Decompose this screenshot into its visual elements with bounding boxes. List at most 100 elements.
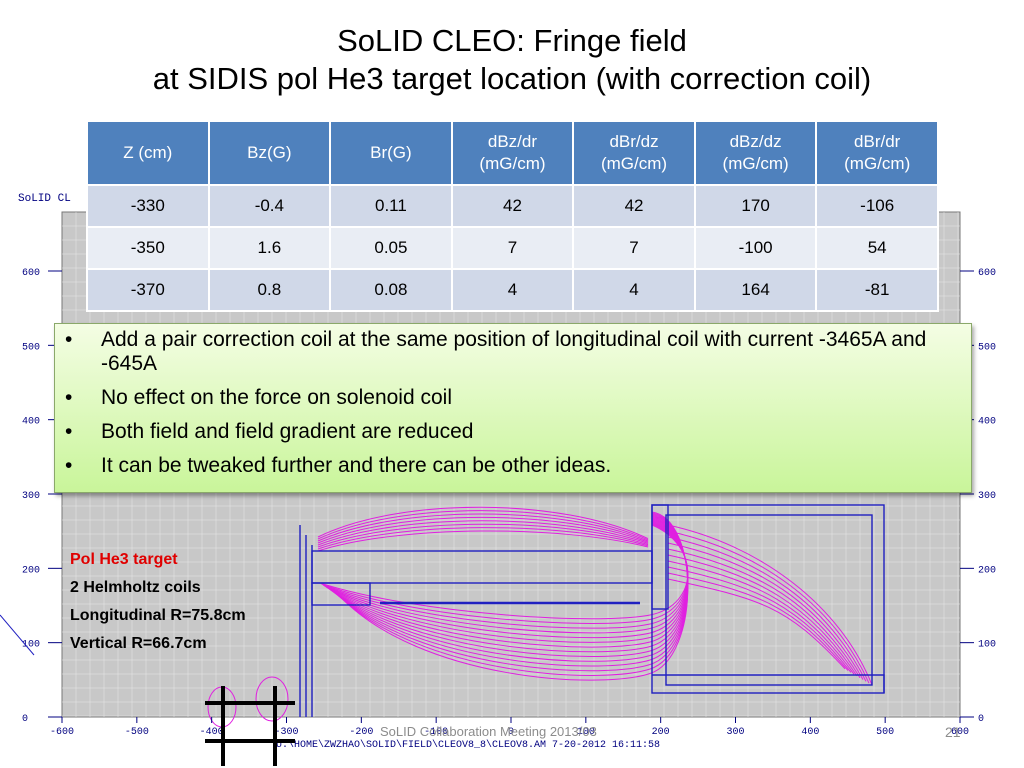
table-header-cell: dBr/dr (mG/cm): [815, 120, 939, 186]
field-line: [667, 572, 849, 671]
field-line: [667, 542, 864, 680]
table-header-cell: dBr/dz (mG/cm): [572, 120, 696, 186]
table-cell: 54: [815, 226, 939, 270]
table-header-cell: dBz/dz (mG/cm): [693, 120, 818, 186]
bullet-item: • Both field and field gradient are reduc…: [61, 420, 961, 444]
table-header-cell: Bz(G): [207, 120, 332, 186]
x-tick-label: 500: [876, 727, 894, 738]
fringe-field-table: Z (cm) Bz(G) Br(G) dBz/dr (mG/cm) dBr/dz (mG/c…: [86, 120, 939, 312]
bullet-item: • No effect on the force on solenoid coil: [61, 386, 961, 410]
bullet-glyph: •: [65, 328, 73, 351]
y-tick-label-right: 0: [978, 714, 984, 725]
bullet-glyph: •: [65, 420, 73, 443]
x-tick-label: 300: [726, 727, 744, 738]
x-tick-label: -200: [349, 727, 373, 738]
x-tick-label: -600: [50, 727, 74, 738]
bullet-text: Add a pair correction coil at the same p…: [101, 328, 927, 375]
table-cell: -370: [86, 268, 210, 312]
field-line: [317, 527, 649, 550]
x-tick-label: 600: [951, 727, 969, 738]
target-line-2: Longitudinal R=75.8cm: [70, 607, 246, 624]
y-tick-label-right: 600: [978, 268, 996, 279]
table-cell: 0.8: [207, 268, 332, 312]
field-line: [317, 513, 649, 542]
plot-decor-line: [0, 614, 35, 656]
header-text-line: dBr/dr: [854, 132, 901, 151]
bullet-text: It can be tweaked further and there can …: [101, 454, 612, 477]
table-cell: 0.08: [329, 268, 453, 312]
plot-header-label: SoLID CL: [18, 193, 71, 205]
table-cell: -350: [86, 226, 210, 270]
x-tick-label: 400: [801, 727, 819, 738]
table-row: -330 -0.4 0.11 42 42 170 -106: [86, 184, 939, 228]
x-tick-label: 0: [508, 727, 514, 738]
table-cell: 164: [693, 268, 818, 312]
field-line: [667, 578, 846, 670]
slide-title-line-2: at SIDIS pol He3 target location (with c…: [152, 61, 872, 96]
table-cell: 170: [693, 184, 818, 228]
table-header-cell: Z (cm): [86, 120, 210, 186]
table-header-cell: dBz/dr (mG/cm): [450, 120, 575, 186]
header-text-line: Br(G): [370, 143, 412, 162]
y-tick-label-left: 400: [22, 417, 40, 428]
header-text-line: (mG/cm): [722, 154, 789, 173]
field-lines: [207, 506, 873, 728]
x-tick-label: -500: [125, 727, 149, 738]
table-cell: 7: [572, 226, 696, 270]
x-tick-label: -400: [200, 727, 224, 738]
header-text-line: Bz(G): [247, 143, 292, 162]
table-header-row: Z (cm) Bz(G) Br(G) dBz/dr (mG/cm) dBr/dz (mG/c…: [86, 120, 939, 186]
table-cell: 42: [450, 184, 575, 228]
x-tick-label: 200: [652, 727, 670, 738]
field-line: [667, 548, 861, 679]
field-line: [667, 560, 855, 675]
table-cell: 0.05: [329, 226, 453, 270]
y-tick-label-left: 300: [22, 491, 40, 502]
y-tick-label-left: 0: [22, 714, 28, 725]
x-tick-label: 100: [577, 727, 595, 738]
target-heading: Pol He3 target: [70, 551, 178, 568]
bullet-glyph: •: [65, 454, 73, 477]
x-tick-label: -100: [424, 727, 448, 738]
header-text-line: Z (cm): [123, 143, 173, 162]
table-cell: -330: [86, 184, 210, 228]
table-cell: 4: [450, 268, 575, 312]
field-line: [667, 524, 873, 686]
y-tick-label-right: 100: [978, 640, 996, 651]
slide-title: SoLID CLEO: Fringe field at SIDIS pol He…: [0, 22, 1024, 98]
y-tick-label-left: 500: [22, 342, 40, 353]
y-tick-label-left: 100: [22, 640, 40, 651]
header-text-line: (mG/cm): [600, 154, 668, 173]
notes-callout-box: • Add a pair correction coil at the same …: [54, 323, 972, 493]
x-tick-label: -300: [274, 727, 298, 738]
field-line: [667, 530, 870, 684]
target-line-1: 2 Helmholtz coils: [70, 579, 201, 596]
slide-title-line-1: SoLID CLEO: Fringe field: [337, 23, 687, 58]
field-line: [317, 506, 649, 540]
table-cell: -0.4: [207, 184, 332, 228]
y-tick-label-left: 200: [22, 565, 40, 576]
page-number: 21: [945, 724, 961, 740]
table-cell: 7: [450, 226, 575, 270]
table-header-cell: Br(G): [329, 120, 453, 186]
target-line-3: Vertical R=66.7cm: [70, 635, 207, 652]
y-axis: 600 600 500 500 400 400 300 300 200 200 100 100 0 0: [22, 268, 996, 725]
bullet-item: • It can be tweaked further and there can…: [61, 454, 961, 478]
bullet-item: • Add a pair correction coil at the same …: [61, 328, 961, 376]
bullet-text: Both field and field gradient are reduce…: [101, 420, 474, 443]
bullet-glyph: •: [65, 386, 73, 409]
table-cell: -81: [815, 268, 939, 312]
table-cell: 1.6: [207, 226, 332, 270]
header-text-line: (mG/cm): [844, 154, 911, 173]
target-notes: Pol He3 target 2 Helmholtz coils Longitu…: [70, 546, 246, 658]
table-cell: -100: [693, 226, 818, 270]
header-text-line: dBr/dz: [609, 132, 659, 151]
field-line: [667, 566, 852, 673]
field-line: [317, 523, 649, 548]
y-tick-label-left: 600: [22, 268, 40, 279]
table-cell: 0.11: [329, 184, 453, 228]
field-line: [317, 530, 649, 552]
field-line: [667, 554, 858, 677]
field-line: [667, 536, 867, 682]
x-axis: -600 -500 -400 -300 -200 -100 0 100 200 300 400 500…: [50, 717, 969, 738]
